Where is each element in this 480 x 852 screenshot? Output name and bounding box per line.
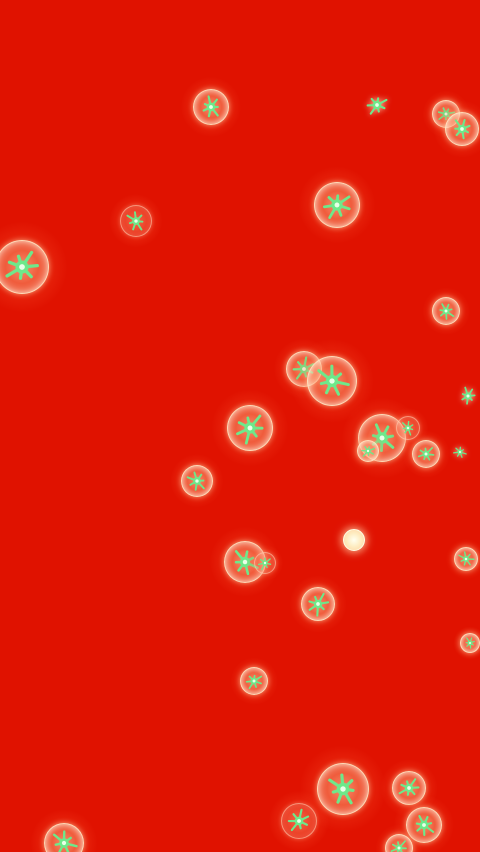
green-sparkle-icon bbox=[5, 250, 39, 280]
green-sparkle-icon[interactable] bbox=[452, 444, 468, 460]
glowing-bubble-icon[interactable] bbox=[30, 809, 98, 852]
sparkle-glyph bbox=[461, 386, 476, 405]
glowing-bubble-icon[interactable] bbox=[335, 521, 373, 559]
glowing-bubble-icon[interactable] bbox=[422, 287, 470, 335]
green-sparkle-icon bbox=[257, 557, 272, 571]
green-sparkle-icon bbox=[308, 592, 330, 617]
green-sparkle-icon[interactable] bbox=[364, 92, 390, 118]
green-sparkle-icon bbox=[361, 446, 376, 457]
green-sparkle-icon bbox=[245, 674, 263, 690]
glowing-bubble-icon[interactable] bbox=[289, 338, 375, 424]
bubble-shell bbox=[432, 297, 460, 325]
green-sparkle-icon bbox=[401, 420, 414, 436]
glowing-bubble-icon[interactable] bbox=[453, 626, 480, 660]
sparkle-glyph bbox=[453, 446, 467, 458]
green-sparkle-icon bbox=[322, 194, 351, 219]
glowing-bubble-icon[interactable] bbox=[230, 657, 278, 705]
green-sparkle-icon bbox=[439, 303, 455, 320]
green-sparkle-icon bbox=[202, 95, 219, 118]
glowing-bubble-icon[interactable] bbox=[433, 100, 480, 158]
glowing-bubble-icon[interactable] bbox=[246, 544, 284, 582]
glowing-bubble-icon[interactable] bbox=[445, 538, 480, 580]
green-sparkle-icon bbox=[398, 778, 420, 796]
green-sparkle-icon bbox=[390, 840, 407, 852]
bubble-shell bbox=[240, 667, 268, 695]
glowing-bubble-icon[interactable] bbox=[297, 165, 377, 245]
glowing-bubble-icon[interactable] bbox=[375, 824, 423, 852]
green-sparkle-icon bbox=[465, 637, 475, 649]
sparkle-glyph bbox=[366, 97, 388, 115]
glowing-bubble-icon[interactable] bbox=[180, 76, 242, 138]
glowing-bubble-icon[interactable] bbox=[289, 575, 347, 633]
green-sparkle-icon bbox=[236, 414, 264, 445]
green-sparkle-icon bbox=[458, 551, 475, 566]
glowing-bubble-icon[interactable] bbox=[402, 430, 450, 478]
green-sparkle-icon bbox=[186, 471, 205, 491]
green-sparkle-icon bbox=[415, 815, 435, 837]
green-sparkle-icon bbox=[317, 364, 350, 396]
glowing-bubble-icon[interactable] bbox=[349, 432, 387, 470]
green-sparkle-icon bbox=[287, 808, 310, 832]
green-sparkle-icon bbox=[328, 773, 355, 805]
glowing-bubble-icon[interactable] bbox=[169, 453, 225, 509]
green-sparkle-icon bbox=[52, 830, 78, 852]
glowing-bubble-icon[interactable] bbox=[268, 790, 330, 852]
green-sparkle-icon bbox=[417, 447, 435, 461]
bubble-shell bbox=[412, 440, 440, 468]
bubble-shell bbox=[343, 529, 365, 551]
green-sparkle-icon[interactable] bbox=[457, 385, 479, 407]
glowing-bubble-icon[interactable] bbox=[210, 388, 290, 468]
green-sparkle-icon bbox=[126, 211, 144, 231]
glowing-bubble-icon[interactable] bbox=[108, 193, 164, 249]
glowing-bubble-icon[interactable] bbox=[0, 221, 68, 313]
green-sparkle-icon bbox=[454, 118, 471, 140]
